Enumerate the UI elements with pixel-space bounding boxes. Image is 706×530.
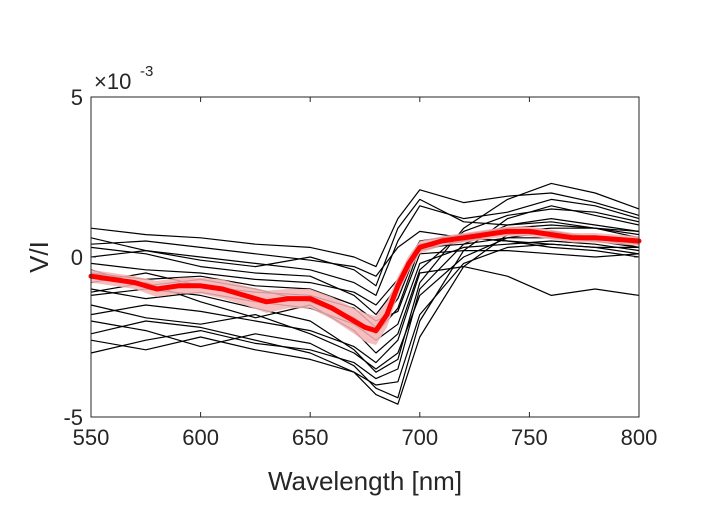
y-tick-label: 0 — [71, 245, 83, 270]
x-tick-label: 550 — [73, 425, 110, 450]
trace-line-trace-11 — [90, 243, 640, 386]
axis-ticks: 550 600 650 700 750 800 -5 0 5 — [63, 85, 657, 450]
y-tick-label: 5 — [71, 85, 83, 110]
x-tick-label: 750 — [511, 425, 548, 450]
y-axis-title: V/I — [24, 241, 54, 273]
x-tick-label: 650 — [292, 425, 329, 450]
trace-line-trace-07 — [90, 198, 640, 296]
trace-line-trace-12 — [90, 198, 640, 287]
trace-line-trace-15 — [90, 205, 640, 399]
mean-line — [88, 228, 642, 334]
trace-line-trace-08 — [90, 266, 640, 364]
y-tick-label: -5 — [63, 405, 83, 430]
trace-line-trace-01 — [90, 189, 640, 268]
y-scale-base: ×10 — [94, 69, 131, 94]
x-tick-label: 700 — [401, 425, 438, 450]
trace-line-trace-13 — [90, 230, 640, 370]
trace-line-trace-02 — [90, 182, 640, 373]
trace-line-trace-16 — [90, 230, 639, 277]
trace-line-trace-06 — [90, 218, 640, 380]
trace-line-trace-17 — [90, 208, 640, 354]
x-tick-label: 600 — [182, 425, 219, 450]
trace-line-trace-09 — [90, 224, 640, 306]
y-scale-factor: ×10 -3 — [94, 63, 153, 94]
plot-area-frame — [90, 96, 640, 418]
mean-line-layer — [88, 228, 642, 334]
x-tick-label: 800 — [621, 425, 658, 450]
x-axis-title: Wavelength [nm] — [268, 466, 462, 496]
y-scale-exponent: -3 — [140, 63, 153, 80]
